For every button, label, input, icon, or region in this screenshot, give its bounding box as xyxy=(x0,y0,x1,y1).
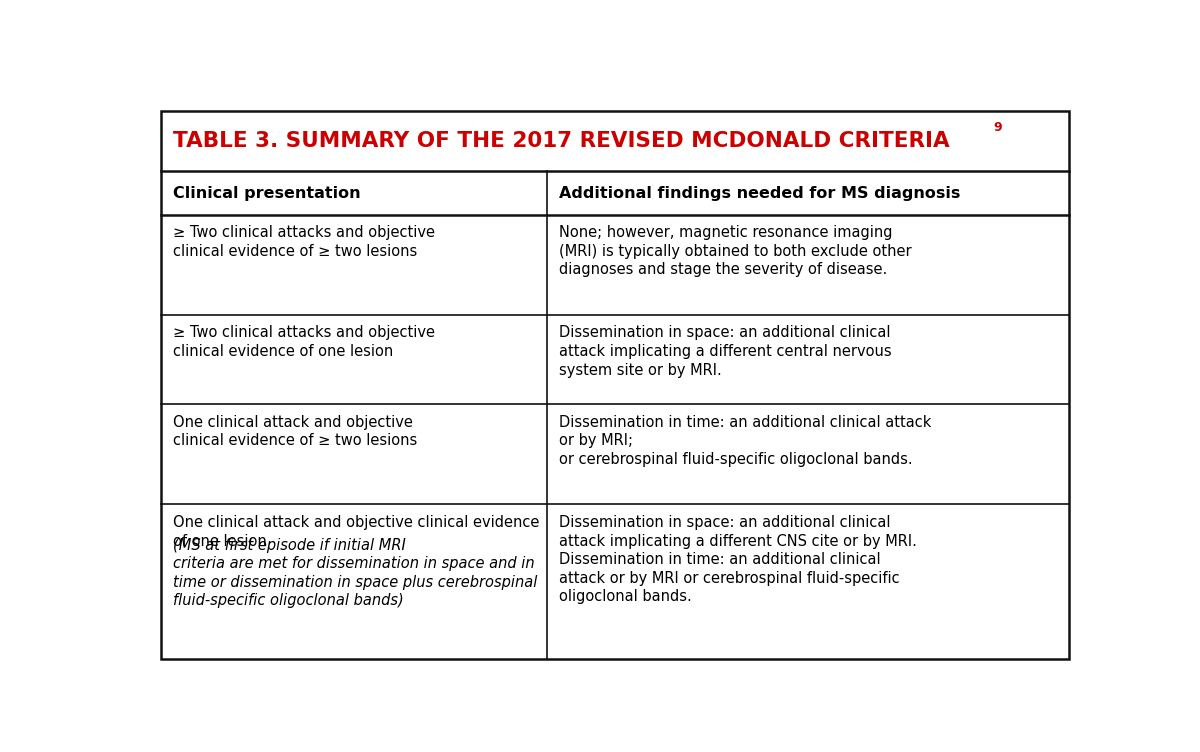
Text: Clinical presentation: Clinical presentation xyxy=(173,186,361,201)
Text: 9: 9 xyxy=(994,121,1002,134)
Text: One clinical attack and objective clinical evidence
of one lesion: One clinical attack and objective clinic… xyxy=(173,515,540,548)
Text: Dissemination in space: an additional clinical
attack implicating a different CN: Dissemination in space: an additional cl… xyxy=(559,515,917,605)
Text: ≥ Two clinical attacks and objective
clinical evidence of one lesion: ≥ Two clinical attacks and objective cli… xyxy=(173,326,436,359)
Text: Dissemination in time: an additional clinical attack
or by MRI;
or cerebrospinal: Dissemination in time: an additional cli… xyxy=(559,414,931,467)
Text: TABLE 3. SUMMARY OF THE 2017 REVISED MCDONALD CRITERIA: TABLE 3. SUMMARY OF THE 2017 REVISED MCD… xyxy=(173,131,950,151)
Text: Dissemination in space: an additional clinical
attack implicating a different ce: Dissemination in space: an additional cl… xyxy=(559,326,892,378)
Text: ≥ Two clinical attacks and objective
clinical evidence of ≥ two lesions: ≥ Two clinical attacks and objective cli… xyxy=(173,225,436,259)
Text: (MS at first episode if initial MRI
criteria are met for dissemination in space : (MS at first episode if initial MRI crit… xyxy=(173,538,538,608)
Text: Additional findings needed for MS diagnosis: Additional findings needed for MS diagno… xyxy=(559,186,960,201)
Text: One clinical attack and objective
clinical evidence of ≥ two lesions: One clinical attack and objective clinic… xyxy=(173,414,418,448)
Text: None; however, magnetic resonance imaging
(MRI) is typically obtained to both ex: None; however, magnetic resonance imagin… xyxy=(559,225,912,277)
